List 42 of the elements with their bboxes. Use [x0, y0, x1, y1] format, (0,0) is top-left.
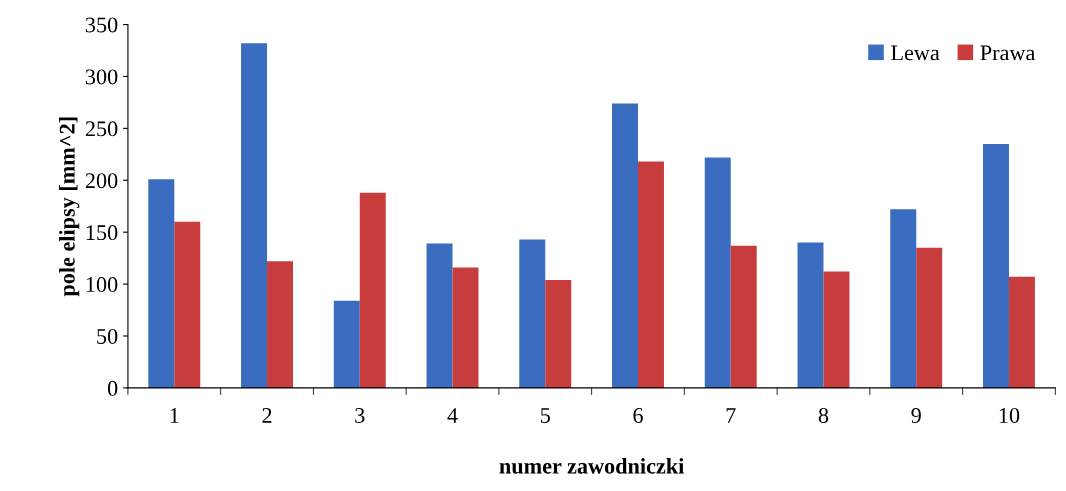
y-tick-label: 100 — [86, 277, 118, 293]
bar — [359, 192, 386, 388]
bar — [333, 300, 360, 388]
bar — [916, 247, 943, 388]
y-tick-label: 250 — [85, 121, 118, 137]
y-tick-label: 0 — [107, 380, 118, 396]
bar — [426, 243, 453, 388]
x-tick-label: 2 — [262, 408, 272, 423]
x-tick-label: 5 — [541, 408, 550, 423]
bar — [638, 161, 664, 388]
bar — [797, 242, 824, 388]
x-tick-label: 1 — [170, 408, 179, 423]
bar — [545, 279, 572, 388]
bar — [983, 143, 1009, 388]
bar — [823, 271, 850, 388]
x-axis-title: numer zawodniczki — [499, 458, 685, 474]
x-tick-label: 10 — [999, 407, 1020, 423]
bar — [452, 267, 479, 388]
y-axis-title: pole elipsy [mm^2] — [59, 117, 80, 297]
legend-label: Lewa — [891, 45, 940, 61]
bar — [612, 103, 638, 388]
bar — [148, 179, 175, 388]
bar — [1008, 276, 1035, 388]
bar — [241, 43, 268, 388]
bar — [267, 261, 293, 388]
bar — [174, 221, 201, 388]
x-tick-label: 8 — [818, 407, 829, 423]
y-tick-label: 150 — [86, 225, 118, 241]
x-tick-label: 9 — [911, 408, 921, 423]
x-tick-label: 3 — [355, 408, 365, 423]
bar — [704, 157, 731, 388]
x-tick-label: 7 — [726, 408, 736, 423]
bar — [890, 209, 917, 388]
x-tick-label: 6 — [633, 408, 643, 423]
x-tick-label: 4 — [447, 408, 458, 423]
y-tick-label: 300 — [85, 69, 118, 85]
y-tick-label: 50 — [97, 328, 118, 344]
bar — [519, 239, 546, 388]
bar — [730, 245, 757, 388]
y-tick-label: 350 — [85, 17, 118, 33]
legend-label: Prawa — [980, 45, 1036, 61]
y-tick-label: 200 — [85, 173, 118, 189]
